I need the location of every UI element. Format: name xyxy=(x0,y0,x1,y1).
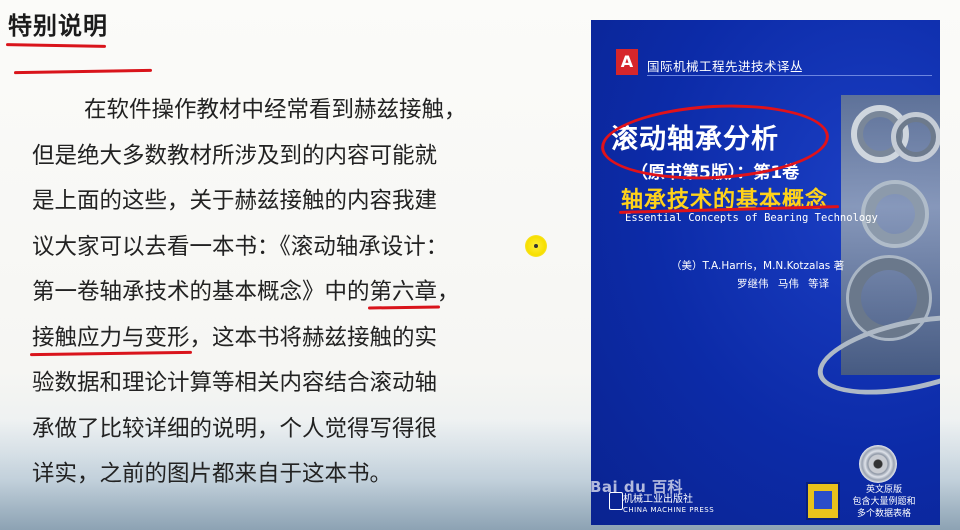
cd-disc-icon xyxy=(859,445,897,483)
topic-highlight: 接触应力与变形 xyxy=(32,324,190,351)
book-series: 国际机械工程先进技术译丛 xyxy=(647,59,804,74)
book-cover-image: A 国际机械工程先进技术译丛 滚动轴承分析 （原书第5版）：第1卷 轴承技术的基… xyxy=(591,20,940,525)
cover-divider xyxy=(647,75,932,76)
paragraph-text: 第一卷轴承技术的基本概念》中的 xyxy=(32,279,370,305)
cd-caption: 英文原版 包含大量例题和 多个数据表格 xyxy=(849,484,919,520)
paragraph-text: ， xyxy=(437,279,460,305)
publisher-logo-icon xyxy=(609,492,623,510)
paragraph-line: 议大家可以去看一本书：《滚动轴承设计： xyxy=(32,233,449,260)
cd-caption-line: 包含大量例题和 xyxy=(852,497,916,507)
paragraph-line: 详实，之前的图片都来自于这本书。 xyxy=(32,461,393,487)
chapter-highlight: 第六章 xyxy=(369,279,438,305)
publisher-name-en: CHINA MACHINE PRESS xyxy=(623,506,715,514)
paragraph-line: 是上面的这些，关于赫兹接触的内容我建 xyxy=(32,188,438,214)
award-badge-icon xyxy=(806,482,840,520)
publisher-name: 机械工业出版社 CHINA MACHINE PRESS xyxy=(623,494,714,516)
title-underline-annotation-2 xyxy=(13,68,153,75)
publisher-series-logo: A xyxy=(616,49,638,75)
title-underline-annotation xyxy=(5,43,107,48)
book-authors: （美）T.A.Harris，M.N.Kotzalas 著 xyxy=(671,260,845,272)
book-edition-volume: （原书第5版）：第1卷 xyxy=(631,163,800,183)
paragraph-line: 第一卷轴承技术的基本概念》中的第六章， xyxy=(32,270,552,316)
slide-title: 特别说明 xyxy=(8,12,108,40)
explanation-paragraph: 在软件操作教材中经常看到赫兹接触， 但是绝大多数教材所涉及到的内容可能就 是上面… xyxy=(32,88,552,498)
paragraph-line: 在软件操作教材中经常看到赫兹接触， xyxy=(84,97,467,123)
bearing-image xyxy=(846,255,932,341)
paragraph-line: 承做了比较详细的说明，个人觉得写得很 xyxy=(32,415,438,442)
paragraph-line: 接触应力与变形，这本书将赫兹接触的实 xyxy=(32,316,552,362)
book-english-title: Essential Concepts of Bearing Technology xyxy=(625,212,878,224)
paragraph-line: 但是绝大多数教材所涉及到的内容可能就 xyxy=(32,142,438,169)
paragraph-text: ，这本书将赫兹接触的实 xyxy=(189,324,438,351)
cd-caption-line: 英文原版 xyxy=(865,485,902,495)
laser-pointer-cursor xyxy=(525,235,547,257)
cd-caption-line: 多个数据表格 xyxy=(856,509,911,519)
bearing-image xyxy=(861,180,929,248)
publisher-name-cn: 机械工业出版社 xyxy=(623,494,693,505)
bearing-image xyxy=(891,112,940,162)
baidu-baike-watermark: Bai du 百科 xyxy=(590,478,684,496)
book-translators: 罗继伟 马伟 等译 xyxy=(737,278,830,290)
book-main-title: 滚动轴承分析 xyxy=(611,124,779,155)
paragraph-line: 验数据和理论计算等相关内容结合滚动轴 xyxy=(32,370,438,396)
